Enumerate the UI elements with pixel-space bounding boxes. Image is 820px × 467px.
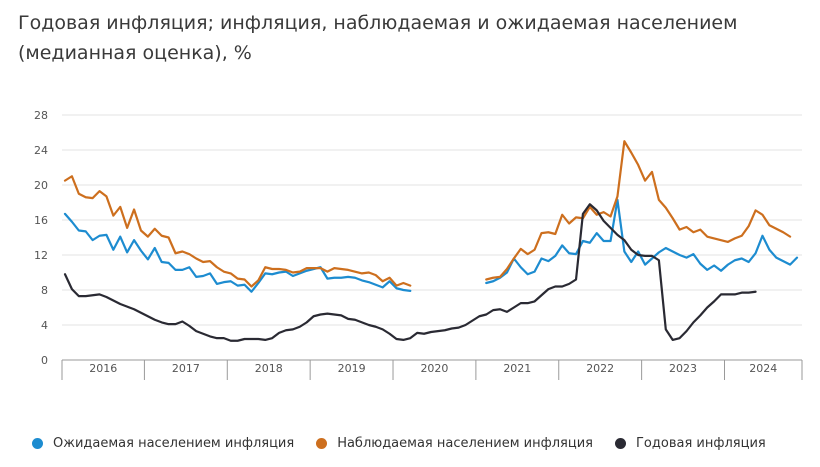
series-line-2 — [63, 203, 757, 342]
legend-marker-expected — [32, 438, 43, 449]
y-axis-ticks: 0 4 8 12 16 20 24 28 — [34, 109, 48, 367]
x-tick-label: 2018 — [255, 362, 283, 375]
legend-label-expected: Ожидаемая населением инфляция — [53, 436, 295, 451]
y-tick-label: 8 — [41, 284, 48, 297]
legend-item-annual[interactable]: Годовая инфляция — [615, 436, 766, 451]
x-tick-label: 2024 — [749, 362, 777, 375]
series-line-1 — [63, 140, 792, 288]
y-tick-label: 24 — [34, 144, 48, 157]
legend-label-annual: Годовая инфляция — [636, 436, 766, 451]
legend: Ожидаемая населением инфляция Наблюдаема… — [32, 436, 788, 451]
series-line-0 — [63, 198, 799, 293]
x-tick-label: 2019 — [338, 362, 366, 375]
y-tick-label: 28 — [34, 109, 48, 122]
x-tick-label: 2022 — [586, 362, 614, 375]
legend-item-expected[interactable]: Ожидаемая населением инфляция — [32, 436, 294, 451]
x-tick-label: 2017 — [172, 362, 200, 375]
y-tick-label: 4 — [41, 319, 48, 332]
y-tick-label: 20 — [34, 179, 48, 192]
legend-label-observed: Наблюдаемая населением инфляция — [337, 436, 593, 451]
y-tick-label: 16 — [34, 214, 48, 227]
legend-marker-observed — [316, 438, 328, 449]
x-axis: 2016 2017 2018 2019 2020 2021 2022 2023 2024 — [61, 359, 803, 380]
y-tick-label: 0 — [41, 354, 48, 367]
legend-marker-annual — [615, 438, 626, 449]
legend-item-observed[interactable]: Наблюдаемая населением инфляция — [316, 436, 593, 451]
series-lines — [63, 140, 799, 342]
x-tick-label: 2020 — [420, 362, 448, 375]
x-tick-label: 2021 — [503, 362, 531, 375]
chart-title: Годовая инфляция; инфляция, наблюдаемая … — [18, 12, 738, 64]
y-tick-label: 12 — [34, 249, 48, 262]
x-tick-label: 2016 — [89, 362, 117, 375]
x-tick-label: 2023 — [669, 362, 697, 375]
